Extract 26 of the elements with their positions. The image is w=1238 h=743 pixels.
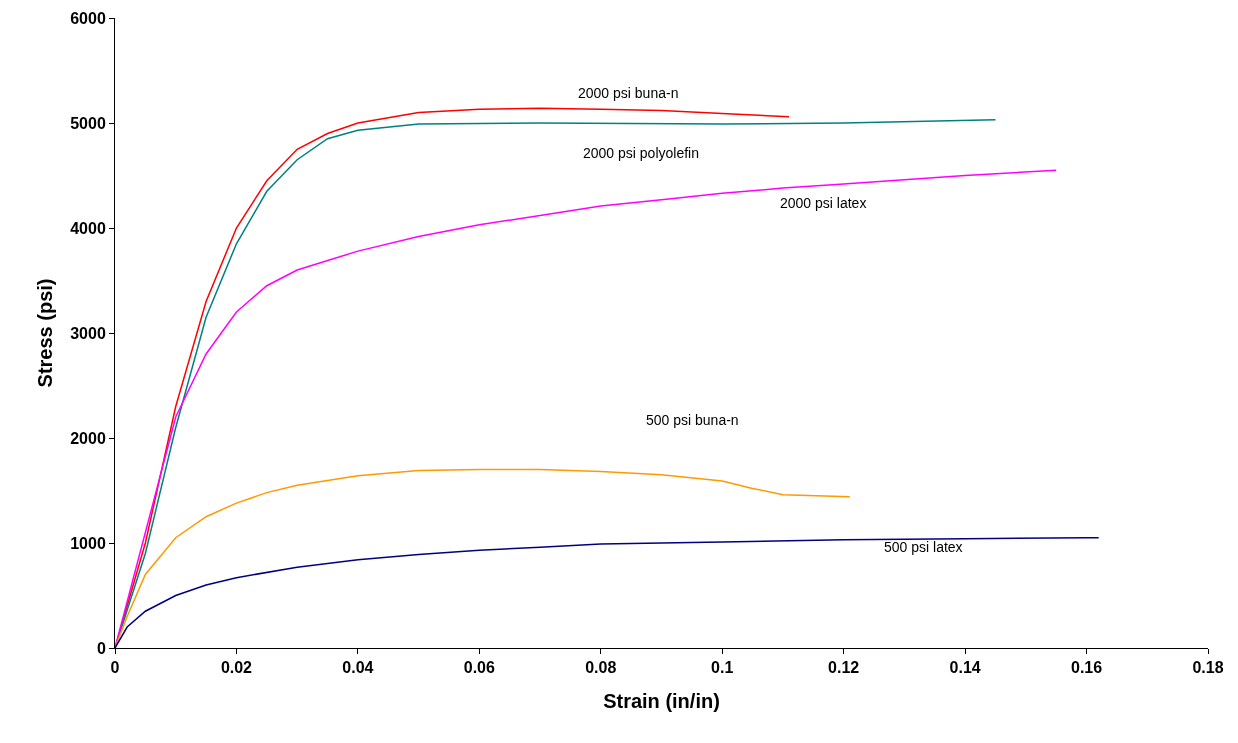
y-axis-title: Stress (psi)	[33, 278, 56, 388]
x-tick-label: 0.18	[1192, 659, 1224, 677]
y-tick-label: 4000	[70, 219, 106, 237]
y-tick-label: 2000	[70, 429, 106, 447]
y-tick-label: 3000	[70, 324, 106, 342]
annotation: 2000 psi polyolefin	[583, 145, 699, 161]
x-tick-label: 0.14	[949, 659, 981, 677]
line-series	[115, 537, 1100, 648]
y-tick-label: 5000	[70, 114, 106, 132]
y-tick-label: 6000	[70, 9, 106, 27]
x-tick-label: 0.06	[463, 659, 495, 677]
annotation: 2000 psi latex	[780, 195, 867, 211]
x-tick-label: 0.16	[1070, 659, 1103, 677]
x-tick-label: 0.1	[711, 659, 734, 677]
annotation: 500 psi latex	[884, 539, 963, 555]
x-tick-label: 0.08	[585, 659, 617, 677]
x-tick-label: 0.04	[342, 659, 374, 677]
annotation: 2000 psi buna-n	[578, 85, 679, 101]
y-tick-label: 1000	[70, 534, 106, 552]
y-tick-label: 0	[96, 639, 106, 657]
annotation: 500 psi buna-n	[646, 412, 739, 428]
x-tick-label: 0	[110, 659, 120, 677]
x-tick-label: 0.12	[828, 659, 860, 677]
line-series	[115, 468, 851, 648]
x-tick-label: 0.02	[220, 659, 253, 677]
x-axis-title: Strain (in/in)	[603, 689, 720, 712]
